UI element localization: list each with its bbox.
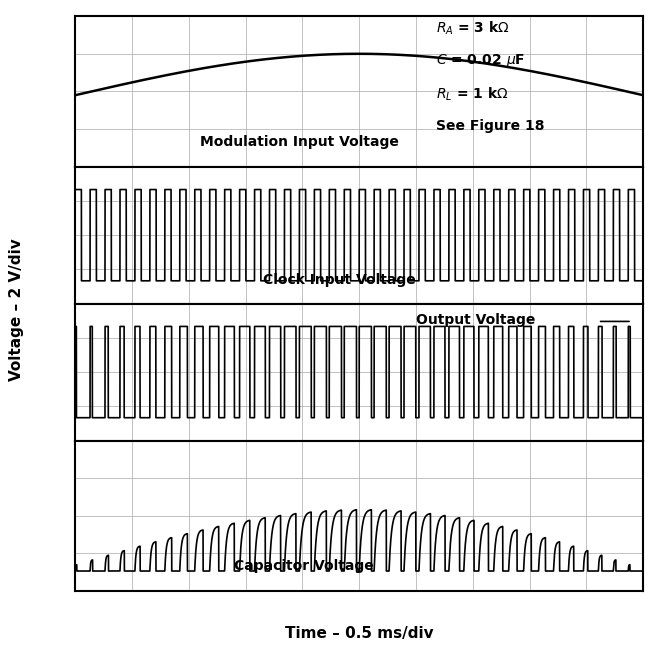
Text: $R_A$ = 3 k$\Omega$: $R_A$ = 3 k$\Omega$ bbox=[436, 19, 509, 37]
Text: Clock Input Voltage: Clock Input Voltage bbox=[263, 273, 415, 287]
Text: Voltage – 2 V/div: Voltage – 2 V/div bbox=[9, 239, 24, 381]
Text: Time – 0.5 ms/div: Time – 0.5 ms/div bbox=[285, 626, 434, 641]
Text: $R_L$ = 1 k$\Omega$: $R_L$ = 1 k$\Omega$ bbox=[436, 85, 509, 103]
Text: Capacitor Voltage: Capacitor Voltage bbox=[234, 559, 374, 573]
Text: See Figure 18: See Figure 18 bbox=[436, 119, 545, 132]
Text: Output Voltage: Output Voltage bbox=[416, 313, 535, 328]
Text: $C$ = 0.02 $\mu$F: $C$ = 0.02 $\mu$F bbox=[436, 52, 525, 69]
Text: Modulation Input Voltage: Modulation Input Voltage bbox=[200, 134, 399, 149]
